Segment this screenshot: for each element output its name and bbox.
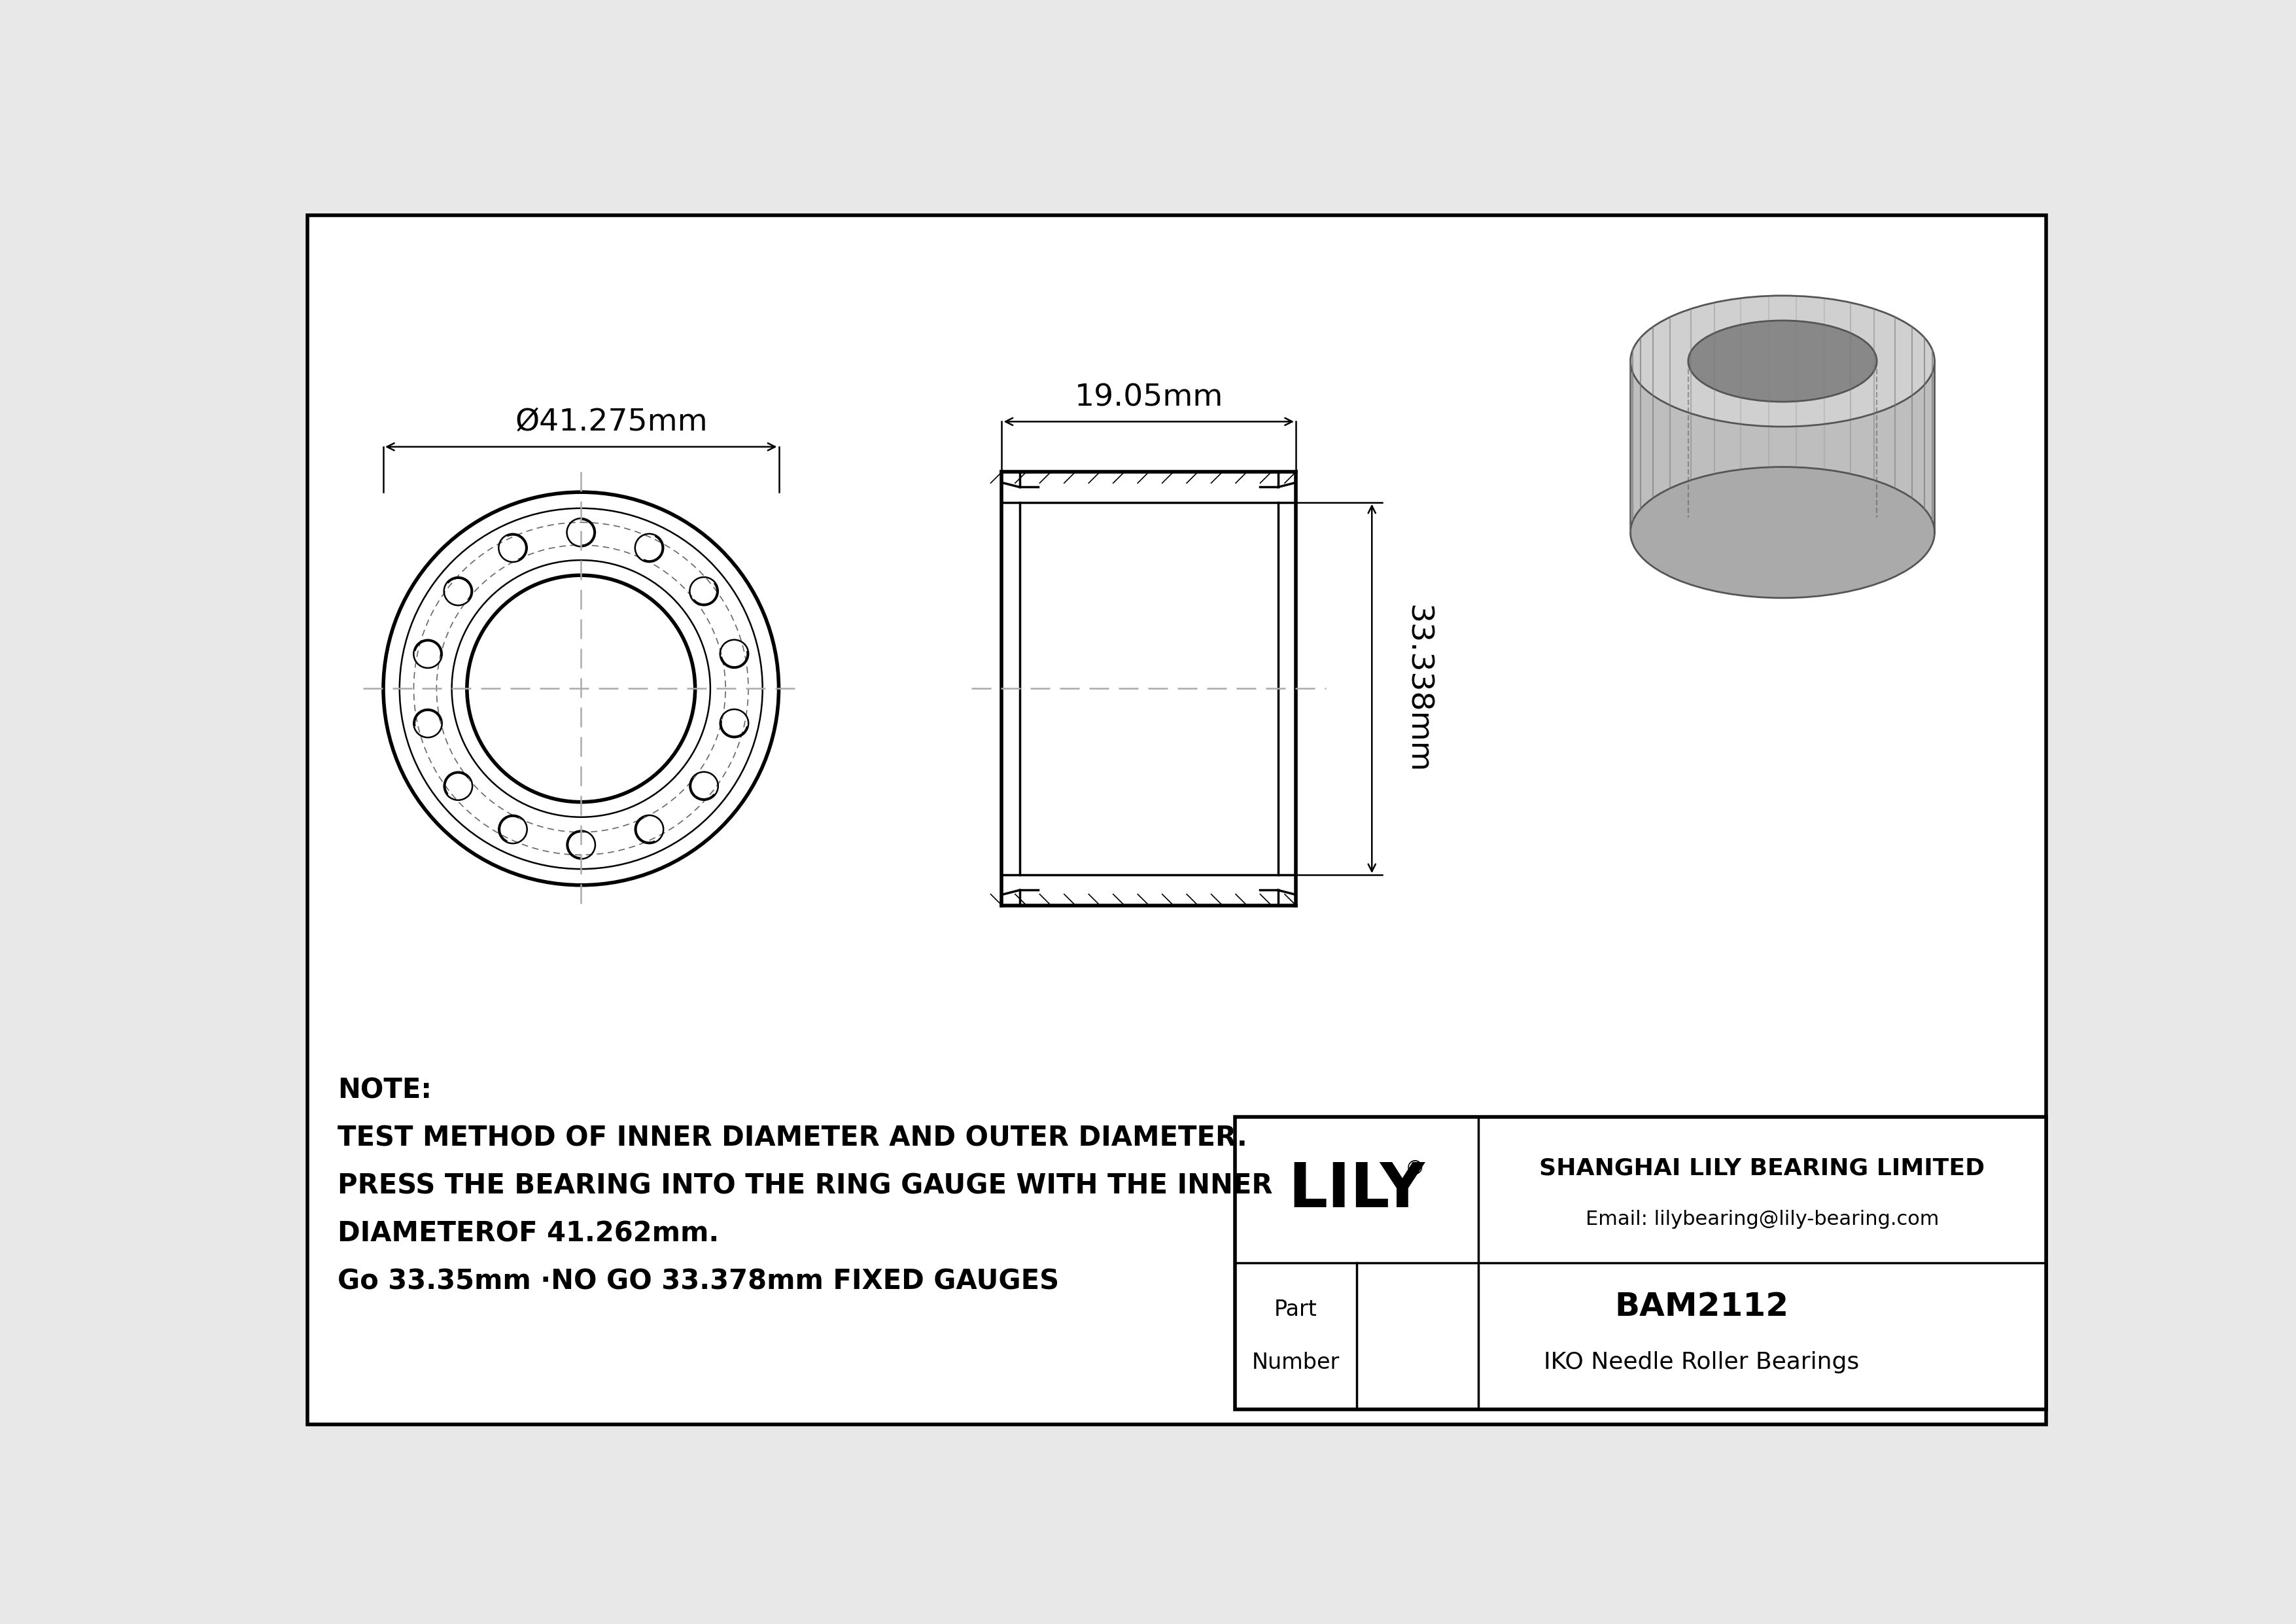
Text: BAM2112: BAM2112 (1614, 1291, 1789, 1322)
Text: Ø41.275mm: Ø41.275mm (514, 408, 707, 437)
Text: ®: ® (1405, 1160, 1426, 1179)
Ellipse shape (1688, 320, 1876, 401)
Text: Email: lilybearing@lily-bearing.com: Email: lilybearing@lily-bearing.com (1587, 1210, 1938, 1229)
Text: DIAMETEROF 41.262mm.: DIAMETEROF 41.262mm. (338, 1220, 719, 1247)
Ellipse shape (1630, 296, 1936, 427)
Text: SHANGHAI LILY BEARING LIMITED: SHANGHAI LILY BEARING LIMITED (1538, 1156, 1986, 1179)
Text: 33.338mm: 33.338mm (1403, 604, 1433, 773)
Text: Number: Number (1251, 1351, 1341, 1374)
Text: 19.05mm: 19.05mm (1075, 383, 1224, 412)
Text: IKO Needle Roller Bearings: IKO Needle Roller Bearings (1543, 1351, 1860, 1374)
Text: Part: Part (1274, 1299, 1318, 1320)
Text: NOTE:: NOTE: (338, 1077, 432, 1104)
Text: Go 33.35mm ·NO GO 33.378mm FIXED GAUGES: Go 33.35mm ·NO GO 33.378mm FIXED GAUGES (338, 1268, 1058, 1296)
Bar (1235, 1117, 2046, 1410)
Bar (1630, 361, 1936, 533)
Text: TEST METHOD OF INNER DIAMETER AND OUTER DIAMETER.: TEST METHOD OF INNER DIAMETER AND OUTER … (338, 1124, 1247, 1151)
Text: LILY: LILY (1288, 1160, 1426, 1220)
Ellipse shape (1630, 468, 1936, 598)
Text: PRESS THE BEARING INTO THE RING GAUGE WITH THE INNER: PRESS THE BEARING INTO THE RING GAUGE WI… (338, 1173, 1272, 1200)
